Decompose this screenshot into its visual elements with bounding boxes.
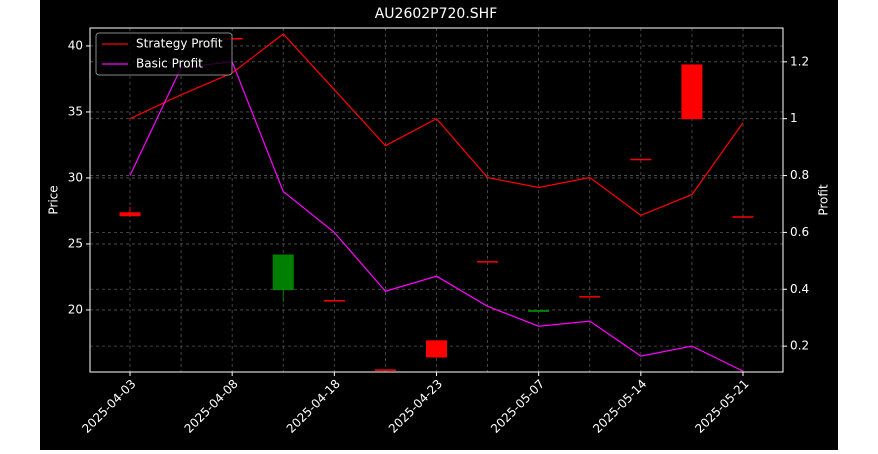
legend-label: Strategy Profit bbox=[136, 37, 223, 51]
y2-axis-label: Profit bbox=[817, 184, 831, 216]
y-axis-label: Price bbox=[47, 185, 61, 214]
y-tick-label: 25 bbox=[68, 236, 83, 250]
y-tick-label: 35 bbox=[68, 104, 83, 118]
y2-tick-label: 0.2 bbox=[790, 339, 809, 353]
candle-body bbox=[477, 261, 499, 263]
legend-box bbox=[95, 32, 233, 76]
candle-body bbox=[426, 340, 447, 358]
y-tick-label: 40 bbox=[68, 38, 83, 52]
y2-tick-label: 0.4 bbox=[790, 282, 809, 296]
candle-body bbox=[630, 158, 652, 161]
legend-label: Basic Profit bbox=[136, 57, 203, 71]
y2-tick-label: 0.6 bbox=[790, 225, 809, 239]
candle-body bbox=[272, 254, 294, 291]
candle-body bbox=[579, 296, 601, 298]
y-tick-label: 20 bbox=[68, 302, 83, 316]
candle-body bbox=[528, 309, 550, 312]
candle-body bbox=[681, 64, 703, 120]
candle-body bbox=[119, 212, 141, 217]
legend: Strategy Profit Basic Profit bbox=[95, 32, 233, 76]
y2-tick-label: 0.8 bbox=[790, 168, 809, 182]
y-tick-label: 30 bbox=[68, 170, 83, 184]
y2-tick-label: 1.2 bbox=[790, 54, 809, 68]
candle-body bbox=[732, 216, 754, 218]
candle-body bbox=[323, 300, 345, 302]
candle-body bbox=[374, 369, 396, 371]
chart-title: AU2602P720.SHF bbox=[375, 6, 498, 22]
y2-tick-label: 1 bbox=[790, 111, 798, 125]
